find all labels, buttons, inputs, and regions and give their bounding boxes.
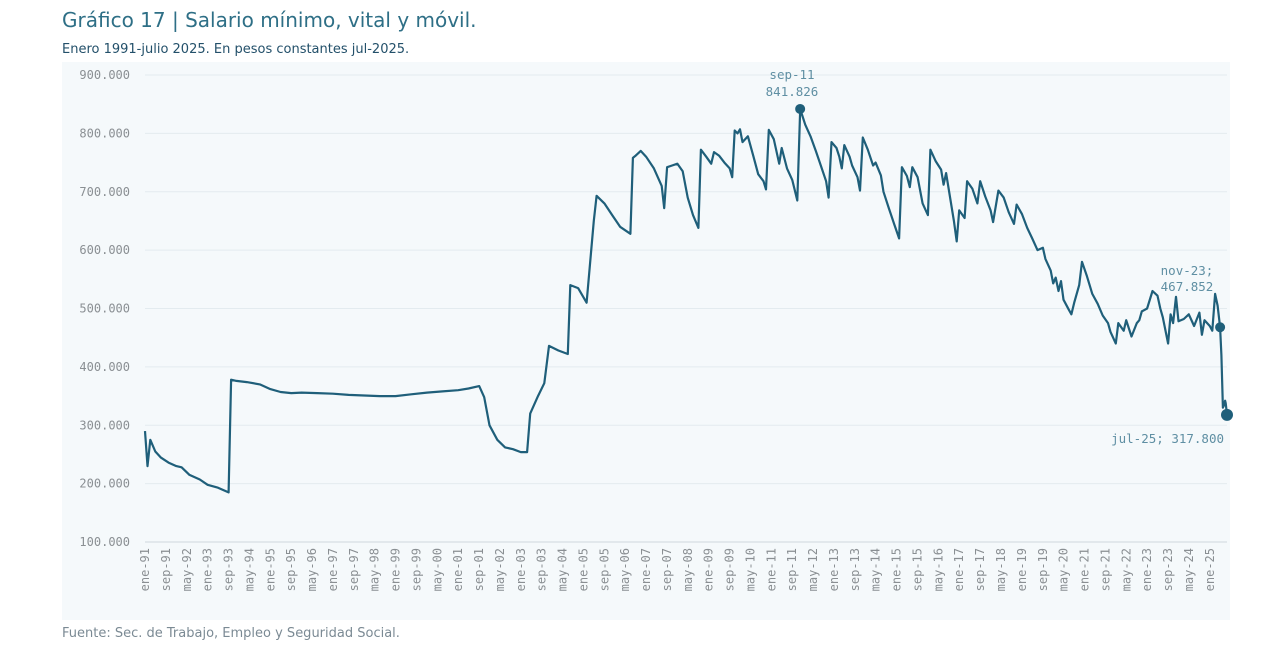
x-tick-label: sep-97 bbox=[347, 548, 361, 591]
x-tick-label: sep-13 bbox=[848, 548, 862, 591]
x-tick-label: sep-99 bbox=[409, 548, 423, 591]
x-tick-label: may-96 bbox=[305, 548, 319, 591]
x-tick-label: may-16 bbox=[931, 548, 945, 591]
y-tick-label: 200.000 bbox=[79, 477, 130, 491]
x-tick-label: may-22 bbox=[1119, 548, 1133, 591]
x-tick-label: ene-07 bbox=[639, 548, 653, 591]
chart-subtitle: Enero 1991-julio 2025. En pesos constant… bbox=[62, 42, 410, 57]
x-tick-label: ene-19 bbox=[1015, 548, 1029, 591]
x-tick-label: may-14 bbox=[869, 548, 883, 591]
jul25-marker bbox=[1221, 408, 1233, 421]
x-tick-label: sep-11 bbox=[785, 548, 799, 591]
x-tick-label: ene-03 bbox=[514, 548, 528, 591]
nov23-annotation-date: nov-23; bbox=[1161, 263, 1214, 278]
y-tick-label: 700.000 bbox=[79, 185, 130, 199]
x-tick-label: ene-21 bbox=[1078, 548, 1092, 591]
x-tick-label: ene-93 bbox=[201, 548, 215, 591]
x-tick-label: sep-93 bbox=[222, 548, 236, 591]
x-tick-label: ene-23 bbox=[1140, 548, 1154, 591]
x-tick-label: may-06 bbox=[618, 548, 632, 591]
x-tick-label: sep-09 bbox=[723, 548, 737, 591]
y-tick-label: 400.000 bbox=[79, 360, 130, 374]
x-tick-label: may-10 bbox=[743, 548, 757, 591]
peak-annotation-date: sep-11 bbox=[769, 67, 814, 82]
y-tick-label: 900.000 bbox=[79, 68, 130, 82]
y-tick-label: 300.000 bbox=[79, 418, 130, 432]
x-tick-label: sep-15 bbox=[910, 548, 924, 591]
x-tick-label: ene-91 bbox=[138, 548, 152, 591]
x-tick-label: sep-19 bbox=[1036, 548, 1050, 591]
x-tick-label: may-08 bbox=[681, 548, 695, 591]
x-axis: ene-91 sep-91 may-92 ene-93 sep-93 may-94 ene-… bbox=[138, 541, 1227, 591]
x-tick-label: ene-25 bbox=[1203, 548, 1217, 591]
x-tick-label: may-24 bbox=[1182, 548, 1196, 591]
x-tick-label: ene-17 bbox=[952, 548, 966, 591]
x-tick-label: may-20 bbox=[1057, 548, 1071, 591]
x-tick-label: may-92 bbox=[180, 548, 194, 591]
x-tick-label: may-18 bbox=[994, 548, 1008, 591]
x-tick-label: ene-97 bbox=[326, 548, 340, 591]
y-tick-label: 800.000 bbox=[79, 126, 130, 140]
x-tick-label: sep-91 bbox=[159, 548, 173, 591]
nov23-annotation-value: 467.852 bbox=[1161, 279, 1214, 294]
x-tick-label: sep-07 bbox=[660, 548, 674, 591]
y-axis: 100.000 200.000 300.000 400.000 500.000 600.0… bbox=[79, 68, 130, 549]
x-tick-label: ene-99 bbox=[389, 548, 403, 591]
x-tick-label: ene-09 bbox=[702, 548, 716, 591]
x-tick-label: may-98 bbox=[368, 548, 382, 591]
chart-title: Gráfico 17 | Salario mínimo, vital y móv… bbox=[62, 8, 477, 32]
peak-annotation-value: 841.826 bbox=[766, 84, 819, 99]
x-tick-label: sep-17 bbox=[973, 548, 987, 591]
plot-background bbox=[62, 62, 1230, 620]
y-tick-label: 600.000 bbox=[79, 243, 130, 257]
x-tick-label: sep-05 bbox=[597, 548, 611, 591]
x-tick-label: sep-95 bbox=[284, 548, 298, 591]
x-tick-label: may-04 bbox=[556, 548, 570, 591]
x-tick-label: ene-11 bbox=[764, 548, 778, 591]
x-tick-label: may-12 bbox=[806, 548, 820, 591]
x-tick-label: sep-01 bbox=[472, 548, 486, 591]
y-tick-label: 500.000 bbox=[79, 302, 130, 316]
x-tick-label: sep-21 bbox=[1098, 548, 1112, 591]
x-tick-label: ene-95 bbox=[263, 548, 277, 591]
x-tick-label: sep-03 bbox=[535, 548, 549, 591]
x-tick-label: may-00 bbox=[430, 548, 444, 591]
series-line bbox=[143, 107, 1229, 494]
x-tick-label: ene-05 bbox=[576, 548, 590, 591]
source-note: Fuente: Sec. de Trabajo, Empleo y Seguri… bbox=[62, 626, 400, 641]
x-tick-label: may-02 bbox=[493, 548, 507, 591]
x-tick-label: ene-01 bbox=[451, 548, 465, 591]
peak-marker bbox=[795, 103, 806, 114]
y-tick-label: 100.000 bbox=[79, 535, 130, 549]
nov23-marker bbox=[1215, 322, 1226, 333]
x-tick-label: ene-15 bbox=[890, 548, 904, 591]
x-tick-label: ene-13 bbox=[827, 548, 841, 591]
jul25-annotation: jul-25; 317.800 bbox=[1111, 431, 1224, 446]
x-tick-label: may-94 bbox=[242, 548, 256, 591]
x-tick-label: sep-23 bbox=[1161, 548, 1175, 591]
